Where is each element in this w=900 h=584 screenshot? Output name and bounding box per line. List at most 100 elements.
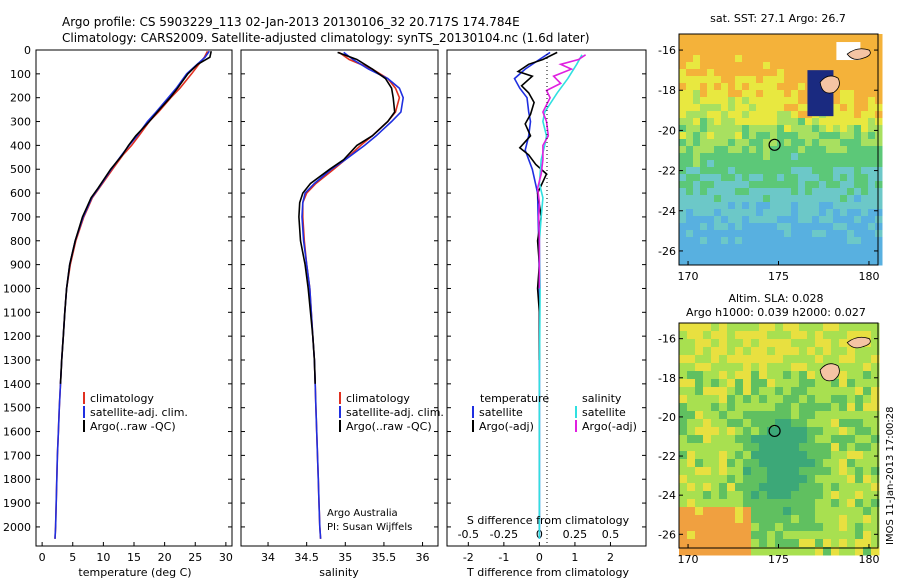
field-cell: [749, 97, 757, 105]
sla-land: [819, 336, 871, 382]
field-cell: [703, 427, 712, 436]
field-cell: [767, 331, 776, 340]
field-cell: [687, 483, 696, 492]
field-cell: [784, 83, 792, 91]
field-cell: [756, 167, 764, 175]
field-cell: [693, 139, 701, 147]
field-cell: [707, 209, 715, 217]
field-cell: [826, 160, 834, 168]
field-cell: [711, 323, 720, 332]
field-cell: [839, 355, 848, 364]
field-cell: [719, 475, 728, 484]
field-cell: [863, 547, 872, 556]
field-cell: [798, 34, 806, 42]
field-cell: [807, 339, 816, 348]
field-cell: [714, 139, 722, 147]
field-cell: [855, 443, 864, 452]
field-cell: [742, 258, 750, 266]
field-cell: [742, 132, 750, 140]
field-cell: [847, 139, 855, 147]
field-cell: [707, 41, 715, 49]
field-cell: [826, 202, 834, 210]
sla-map-title: Altim. SLA: 0.028: [728, 292, 823, 305]
field-cell: [847, 125, 855, 133]
field-cell: [767, 435, 776, 444]
field-cell: [854, 223, 862, 231]
field-cell: [799, 523, 808, 532]
field-cell: [759, 459, 768, 468]
x-tick-label: 30: [219, 551, 233, 564]
field-cell: [700, 202, 708, 210]
field-cell: [749, 76, 757, 84]
field-cell: [770, 237, 778, 245]
field-cell: [749, 104, 757, 112]
field-cell: [777, 34, 785, 42]
field-cell: [728, 146, 736, 154]
field-cell: [749, 111, 757, 119]
field-cell: [847, 411, 856, 420]
field-cell: [763, 111, 771, 119]
field-cell: [756, 174, 764, 182]
field-cell: [751, 419, 760, 428]
field-cell: [847, 34, 855, 42]
field-cell: [727, 427, 736, 436]
sst-map-ticks: 170 175 180-16-18-20-22-24-26: [658, 44, 879, 283]
field-cell: [727, 379, 736, 388]
imos-timestamp: IMOS 11-Jan-2013 17:00:28: [885, 407, 896, 545]
field-cell: [749, 34, 757, 42]
field-cell: [863, 411, 872, 420]
field-cell: [749, 132, 757, 140]
field-cell: [783, 355, 792, 364]
field-cell: [714, 104, 722, 112]
field-cell: [784, 90, 792, 98]
field-cell: [875, 83, 883, 91]
field-cell: [783, 539, 792, 548]
field-cell: [831, 547, 840, 556]
field-cell: [805, 209, 813, 217]
field-cell: [721, 118, 729, 126]
field-cell: [756, 125, 764, 133]
field-cell: [833, 195, 841, 203]
field-cell: [855, 347, 864, 356]
field-cell: [679, 475, 688, 484]
field-cell: [855, 515, 864, 524]
x-tick-label: 2: [607, 551, 614, 564]
field-cell: [868, 146, 876, 154]
field-cell: [703, 435, 712, 444]
field-cell: [687, 395, 696, 404]
field-cell: [875, 167, 883, 175]
field-cell: [693, 146, 701, 154]
field-cell: [861, 62, 869, 70]
field-cell: [805, 237, 813, 245]
field-cell: [763, 146, 771, 154]
field-cell: [854, 90, 862, 98]
field-cell: [756, 258, 764, 266]
field-cell: [686, 181, 694, 189]
field-cell: [767, 403, 776, 412]
field-cell: [721, 62, 729, 70]
field-cell: [839, 539, 848, 548]
field-cell: [861, 104, 869, 112]
field-cell: [868, 153, 876, 161]
field-cell: [679, 371, 688, 380]
field-cell: [871, 443, 880, 452]
field-cell: [805, 118, 813, 126]
field-cell: [735, 515, 744, 524]
field-cell: [707, 146, 715, 154]
field-cell: [742, 69, 750, 77]
field-cell: [791, 111, 799, 119]
field-cell: [783, 371, 792, 380]
field-cell: [775, 379, 784, 388]
field-cell: [863, 371, 872, 380]
field-cell: [815, 355, 824, 364]
field-cell: [693, 48, 701, 56]
field-cell: [759, 483, 768, 492]
field-cell: [784, 188, 792, 196]
lat-tick-label: -18: [658, 84, 676, 97]
field-cell: [861, 90, 869, 98]
field-cell: [815, 323, 824, 332]
field-cell: [756, 34, 764, 42]
field-cell: [805, 55, 813, 63]
field-cell: [861, 258, 869, 266]
field-cell: [714, 132, 722, 140]
